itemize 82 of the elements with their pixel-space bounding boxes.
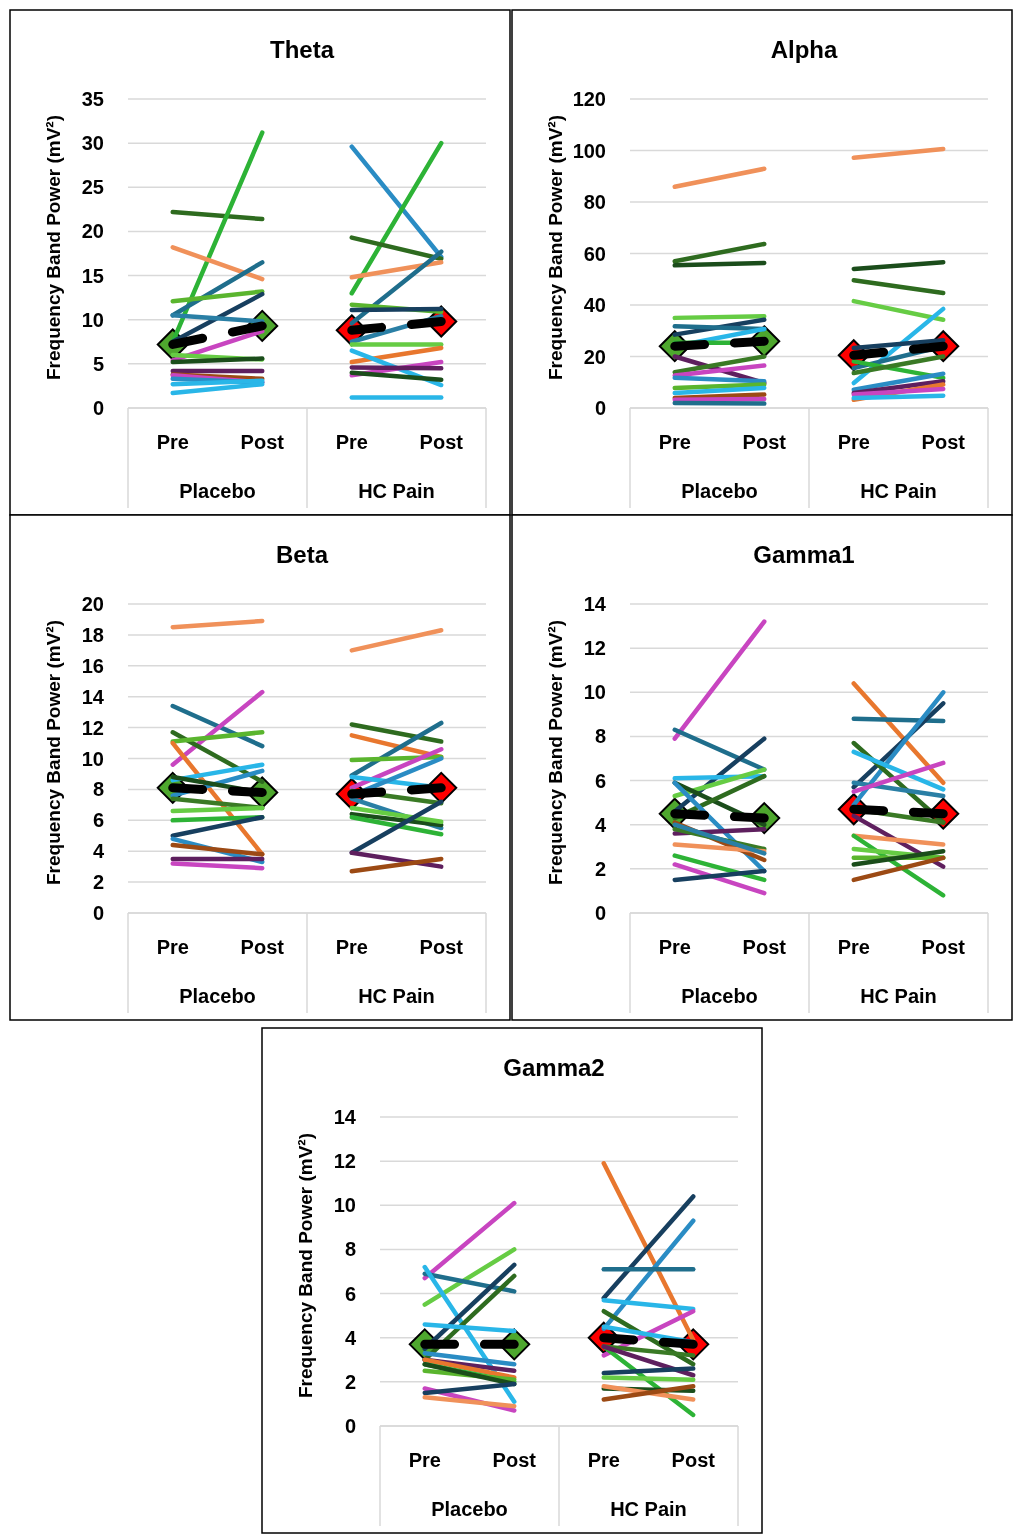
y-tick-label: 16 xyxy=(81,654,104,677)
y-tick-label: 35 xyxy=(81,88,104,110)
y-tick-label: 2 xyxy=(594,857,606,880)
text: Placebo xyxy=(431,1498,508,1520)
y-tick-label: 6 xyxy=(92,809,104,832)
chart-title: Gamma2 xyxy=(503,1054,605,1081)
y-tick-label: 20 xyxy=(81,593,104,615)
y-tick-label: 8 xyxy=(344,1238,356,1261)
y-tick-label: 20 xyxy=(583,345,606,368)
x-tick-label: Post xyxy=(492,1449,537,1471)
x-tick-label: Pre xyxy=(837,431,870,453)
y-tick-label: 40 xyxy=(583,294,606,316)
chart-title: Alpha xyxy=(770,36,838,63)
x-tick-label: Post xyxy=(671,1449,716,1471)
y-tick-label: 20 xyxy=(81,220,104,243)
y-tick-label: 100 xyxy=(572,139,606,162)
y-tick-label: 0 xyxy=(92,397,104,419)
y-tick-label: 10 xyxy=(81,747,104,770)
text: HC Pain xyxy=(860,480,937,502)
y-tick-label: 14 xyxy=(81,685,105,708)
y-tick-label: 8 xyxy=(594,725,606,748)
x-tick-label: Pre xyxy=(156,936,189,958)
y-tick-label: 10 xyxy=(333,1194,356,1217)
y-tick-label: 6 xyxy=(594,769,606,792)
y-tick-label: 10 xyxy=(583,681,606,704)
y-tick-label: 5 xyxy=(92,352,104,375)
x-tick-label: Post xyxy=(419,936,464,958)
x-tick-label: Post xyxy=(419,431,464,453)
y-tick-label: 25 xyxy=(81,176,104,199)
y-tick-label: 12 xyxy=(583,637,606,660)
y-tick-label: 2 xyxy=(92,871,104,894)
y-tick-label: 14 xyxy=(583,593,607,615)
y-axis-title: Frequency Band Power (mV²) xyxy=(545,620,566,885)
x-tick-label: Post xyxy=(240,431,285,453)
y-tick-label: 60 xyxy=(583,242,606,265)
x-tick-label: Pre xyxy=(335,936,368,958)
x-tick-label: Post xyxy=(921,431,966,453)
x-tick-label: Post xyxy=(742,431,787,453)
x-tick-label: Post xyxy=(921,936,966,958)
chart-title: Theta xyxy=(269,36,335,63)
y-tick-label: 12 xyxy=(333,1150,356,1173)
chart-title: Beta xyxy=(275,541,329,568)
text: HC Pain xyxy=(358,480,435,502)
text: Placebo xyxy=(179,480,256,502)
y-tick-label: 0 xyxy=(594,902,606,924)
chart-title: Gamma1 xyxy=(753,541,855,568)
x-tick-label: Pre xyxy=(658,431,691,453)
y-tick-label: 4 xyxy=(594,813,607,836)
x-tick-label: Pre xyxy=(335,431,368,453)
text: Placebo xyxy=(681,985,758,1007)
y-axis-title: Frequency Band Power (mV²) xyxy=(43,115,64,380)
x-tick-label: Pre xyxy=(837,936,870,958)
text: Placebo xyxy=(179,985,256,1007)
y-tick-label: 4 xyxy=(344,1326,357,1349)
y-tick-label: 6 xyxy=(344,1282,356,1305)
text: Placebo xyxy=(681,480,758,502)
y-axis-title: Frequency Band Power (mV²) xyxy=(295,1133,316,1398)
y-tick-label: 15 xyxy=(81,264,104,287)
text: HC Pain xyxy=(358,985,435,1007)
y-tick-label: 0 xyxy=(594,397,606,419)
y-tick-label: 12 xyxy=(81,716,104,739)
x-tick-label: Pre xyxy=(156,431,189,453)
x-tick-label: Post xyxy=(742,936,787,958)
y-tick-label: 4 xyxy=(92,840,105,863)
y-tick-label: 30 xyxy=(81,132,104,155)
text: HC Pain xyxy=(860,985,937,1007)
y-tick-label: 10 xyxy=(81,308,104,331)
y-tick-label: 0 xyxy=(92,902,104,924)
y-tick-label: 80 xyxy=(583,191,606,213)
y-tick-label: 18 xyxy=(81,623,104,646)
y-axis-title: Frequency Band Power (mV²) xyxy=(43,620,64,885)
x-tick-label: Post xyxy=(240,936,285,958)
y-tick-label: 2 xyxy=(344,1370,356,1393)
y-tick-label: 120 xyxy=(572,88,606,110)
y-axis-title: Frequency Band Power (mV²) xyxy=(545,115,566,380)
x-tick-label: Pre xyxy=(658,936,691,958)
x-tick-label: Pre xyxy=(408,1449,441,1471)
x-tick-label: Pre xyxy=(587,1449,620,1471)
y-tick-label: 14 xyxy=(333,1106,357,1128)
text: HC Pain xyxy=(610,1498,687,1520)
y-tick-label: 8 xyxy=(92,778,104,801)
y-tick-label: 0 xyxy=(344,1415,356,1437)
